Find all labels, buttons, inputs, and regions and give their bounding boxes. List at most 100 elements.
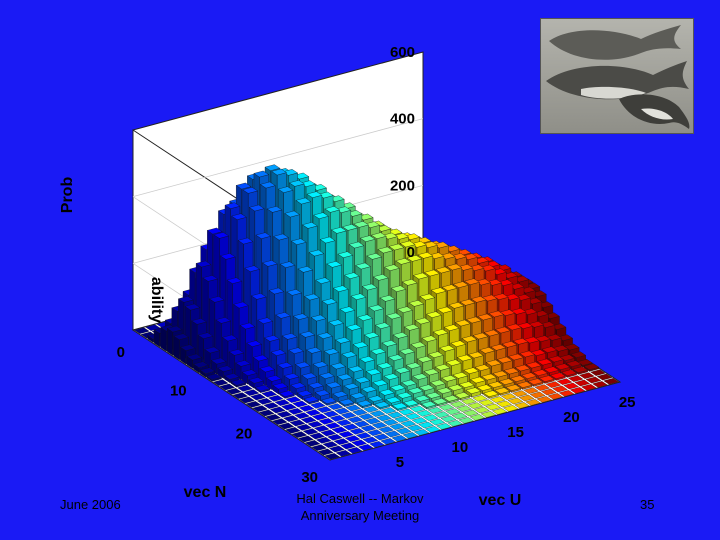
bar-top	[479, 347, 495, 354]
bar-top	[464, 278, 480, 285]
bar-top	[456, 354, 473, 362]
bar-top	[416, 410, 432, 417]
whale-photo-icon	[546, 25, 690, 129]
bar-top	[134, 327, 150, 334]
bar-top	[416, 356, 433, 363]
bar	[285, 396, 302, 403]
bar	[403, 399, 419, 409]
bar	[534, 384, 551, 391]
bar	[489, 396, 506, 403]
bar	[310, 402, 326, 409]
bar-top	[278, 422, 295, 430]
bar-top	[294, 361, 311, 369]
bar-top	[311, 444, 327, 451]
bar-top	[243, 389, 260, 396]
bar	[424, 426, 441, 433]
bar	[332, 391, 349, 403]
bar-top	[275, 312, 291, 319]
bar-top	[373, 433, 390, 441]
bar	[465, 387, 482, 398]
bar-top	[381, 340, 398, 347]
bar-top	[295, 197, 312, 205]
bar-top	[277, 362, 293, 369]
bar	[296, 390, 313, 401]
bar-top	[328, 319, 345, 326]
bar-top	[363, 332, 380, 339]
bar	[324, 453, 341, 460]
bar-top	[334, 407, 350, 415]
bar-top	[417, 252, 434, 259]
bar-top	[352, 409, 368, 416]
bar-top	[283, 373, 300, 380]
bar-top	[239, 396, 255, 404]
bar-top	[324, 206, 341, 213]
bar-top	[371, 422, 388, 429]
bar-top	[500, 393, 517, 400]
page-number: 35	[640, 497, 655, 512]
bar-top	[354, 420, 370, 428]
bar	[456, 405, 472, 412]
bar	[556, 378, 573, 385]
bar-top	[347, 365, 364, 373]
bar-top	[351, 439, 367, 447]
bar-top	[270, 349, 287, 356]
bar-top	[518, 394, 535, 402]
bar-top	[413, 429, 430, 436]
bar	[307, 421, 323, 428]
bar-top	[521, 372, 537, 379]
bar-top	[314, 389, 331, 397]
bar-top	[325, 381, 342, 389]
bar	[292, 400, 308, 408]
bar-top	[514, 364, 531, 372]
bar-face-side	[173, 335, 180, 361]
bar-top	[378, 426, 394, 433]
bar-top	[372, 274, 389, 281]
bar-top	[525, 361, 542, 369]
bar	[311, 444, 327, 451]
bar-top	[585, 376, 602, 384]
bar	[243, 389, 260, 396]
bar-top	[506, 323, 522, 331]
bar-top	[428, 351, 444, 358]
bar-top	[603, 378, 619, 385]
bar-top	[422, 414, 439, 421]
bar-top	[313, 425, 330, 432]
bar-top	[403, 399, 419, 407]
bar-top	[399, 240, 416, 248]
bar	[206, 373, 222, 382]
bar-top	[354, 376, 371, 384]
footer-date: June 2006	[60, 497, 121, 512]
bar-top	[332, 285, 349, 292]
bar-top	[343, 383, 360, 390]
bar-top	[321, 298, 338, 305]
bar-top	[418, 421, 434, 429]
bar-top	[421, 335, 438, 342]
bar-top	[208, 296, 225, 303]
bar-top	[545, 381, 562, 388]
bar-top	[313, 212, 329, 219]
bar	[254, 384, 271, 394]
bar-top	[474, 406, 490, 414]
bar-top	[177, 296, 194, 303]
bar-top	[204, 346, 221, 354]
bar	[256, 398, 273, 405]
bar-top	[536, 358, 553, 366]
bar-top	[491, 408, 508, 415]
bar	[287, 408, 304, 415]
bar-top	[387, 354, 404, 361]
bar	[391, 435, 408, 442]
bar	[226, 388, 242, 395]
bar-top	[398, 408, 415, 416]
bar	[398, 408, 415, 416]
bar-top	[315, 277, 331, 284]
bar	[409, 405, 426, 413]
bar-top	[498, 378, 515, 385]
bar-top	[285, 427, 301, 434]
bar-top	[266, 206, 283, 213]
bar-top	[357, 444, 374, 451]
bar-top	[315, 437, 332, 444]
bar	[268, 395, 284, 402]
bar	[334, 407, 350, 415]
bar-top	[352, 341, 369, 349]
bar-top	[392, 332, 409, 339]
